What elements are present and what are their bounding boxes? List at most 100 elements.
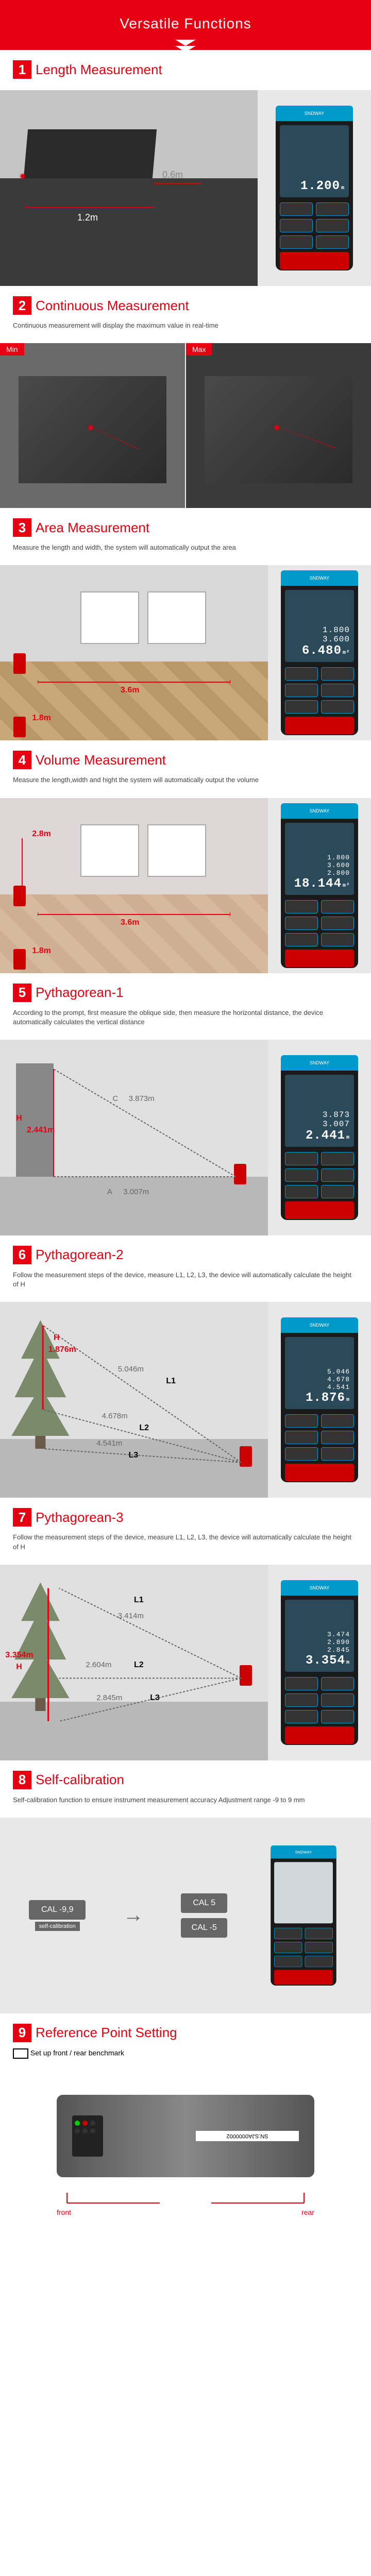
section-number: 5 xyxy=(13,984,31,1002)
pyth3-diagram: 3.354m H L1 3.414m 2.604m L2 2.845m L3 S… xyxy=(0,1565,371,1760)
val-c: 3.873m xyxy=(129,1094,155,1103)
device-mockup: SNDWAY 1.800 3.600 6.480m² xyxy=(281,570,358,735)
dim-depth: 1.8m xyxy=(32,946,50,956)
device-mockup: SNDWAY 3.873 3.007 2.441m xyxy=(281,1055,358,1220)
section-title: 3 Area Measurement xyxy=(13,518,358,537)
section-desc: Continuous measurement will display the … xyxy=(13,321,358,330)
calib-pos: CAL 5 xyxy=(181,1893,227,1913)
label-a: A xyxy=(107,1188,112,1196)
section-title: 5 Pythagorean-1 xyxy=(13,984,358,1002)
pyth1-diagram: H 2.441m C 3.873m A 3.007m SNDWAY 3.873 … xyxy=(0,1040,371,1235)
label-h: H xyxy=(54,1333,60,1343)
label-l1: L1 xyxy=(134,1596,144,1605)
title-text: Volume Measurement xyxy=(36,752,166,768)
section-desc: Measure the length and width, the system… xyxy=(13,543,358,552)
dim-width: 3.6m xyxy=(121,918,139,927)
page-title: Versatile Functions xyxy=(0,15,371,32)
val-l1: 5.046m xyxy=(118,1365,144,1374)
label-l2: L2 xyxy=(134,1660,144,1670)
rear-label: rear xyxy=(301,2208,314,2216)
dim-height: 2.8m xyxy=(32,829,50,839)
section-number: 2 xyxy=(13,296,31,315)
max-label: Max xyxy=(186,343,212,355)
calib-label: self-calibration xyxy=(35,1922,80,1931)
header-banner: Versatile Functions xyxy=(0,0,371,50)
section-title: 2 Continuous Measurement xyxy=(13,296,358,315)
calib-range: CAL -9,9 xyxy=(29,1900,86,1920)
title-text: Length Measurement xyxy=(36,62,162,78)
title-text: Pythagorean-1 xyxy=(36,985,124,1001)
section-number: 3 xyxy=(13,518,31,537)
section-pyth2: 6 Pythagorean-2 Follow the measurement s… xyxy=(0,1235,371,1302)
section-desc: Follow the measurement steps of the devi… xyxy=(13,1533,358,1551)
label-h: H xyxy=(16,1663,22,1672)
section-desc: Measure the length,width and hight the s… xyxy=(13,775,358,785)
device-mockup: SNDWAY 3.474 2.890 2.845 3.354m xyxy=(281,1580,358,1745)
val-h: 1.876m xyxy=(48,1345,76,1354)
title-text: Area Measurement xyxy=(36,520,149,536)
val-h: 2.441m xyxy=(27,1126,55,1135)
reference-icon xyxy=(13,2048,28,2059)
section-desc: Self-calibration function to ensure inst… xyxy=(13,1795,358,1805)
label-l3: L3 xyxy=(150,1693,160,1703)
section-title: 1 Length Measurement xyxy=(13,60,358,79)
section-desc: According to the prompt, first measure t… xyxy=(13,1008,358,1027)
front-label: front xyxy=(57,2208,71,2216)
section-number: 6 xyxy=(13,1246,31,1264)
volume-diagram: 2.8m 3.6m 1.8m SNDWAY 1.800 3.600 2.800 … xyxy=(0,798,371,973)
title-text: Pythagorean-2 xyxy=(36,1247,124,1263)
val-l2: 2.604m xyxy=(86,1660,111,1669)
val-a: 3.007m xyxy=(123,1188,149,1196)
val-l2: 4.678m xyxy=(102,1412,128,1420)
section-reference: 9 Reference Point Setting Set up front /… xyxy=(0,2013,371,2074)
section-title: 4 Volume Measurement xyxy=(13,751,358,769)
section-desc: Follow the measurement steps of the devi… xyxy=(13,1270,358,1289)
section-pyth1: 5 Pythagorean-1 According to the prompt,… xyxy=(0,973,371,1040)
val-l3: 2.845m xyxy=(96,1693,122,1702)
section-number: 8 xyxy=(13,1771,31,1789)
label-h: H xyxy=(16,1114,22,1123)
section-title: 9 Reference Point Setting xyxy=(13,2024,358,2042)
dim-width: 3.6m xyxy=(121,686,139,695)
device-mockup: SNDWAY 1.200m xyxy=(276,106,353,270)
label-c: C xyxy=(112,1094,118,1103)
calib-neg: CAL -5 xyxy=(181,1918,227,1938)
section-area: 3 Area Measurement Measure the length an… xyxy=(0,508,371,565)
area-diagram: 3.6m 1.8m SNDWAY 1.800 3.600 6.480m² xyxy=(0,565,371,740)
device-mockup: SNDWAY 5.046 4.678 4.541 1.876m xyxy=(281,1317,358,1482)
device-screen: 1.200m xyxy=(280,125,349,197)
val-h: 3.354m xyxy=(5,1651,33,1660)
section-title: 8 Self-calibration xyxy=(13,1771,358,1789)
device-brand: SNDWAY xyxy=(276,106,353,121)
label-l1: L1 xyxy=(166,1377,176,1386)
arrow-right-icon: → xyxy=(123,1904,144,1927)
section-volume: 4 Volume Measurement Measure the length,… xyxy=(0,740,371,798)
section-title: 6 Pythagorean-2 xyxy=(13,1246,358,1264)
device-mockup: SNDWAY 1.800 3.600 2.800 18.144m³ xyxy=(281,803,358,968)
section-title: 7 Pythagorean-3 xyxy=(13,1508,358,1527)
device-top-view: SN:SJA0000002 xyxy=(57,2095,314,2177)
title-text: Self-calibration xyxy=(36,1772,124,1788)
section-calibration: 8 Self-calibration Self-calibration func… xyxy=(0,1760,371,1818)
serial-number: SN:SJA0000002 xyxy=(196,2131,299,2141)
section-length: 1 Length Measurement xyxy=(0,50,371,90)
title-text: Continuous Measurement xyxy=(36,298,189,314)
label-l3: L3 xyxy=(129,1451,139,1460)
title-text: Pythagorean-3 xyxy=(36,1510,124,1526)
title-text: Reference Point Setting xyxy=(36,2025,177,2041)
ref-desc: Set up front / rear benchmark xyxy=(13,2048,358,2059)
section-continuous: 2 Continuous Measurement Continuous meas… xyxy=(0,286,371,343)
dimension-2: 0.6m xyxy=(162,170,183,180)
val-l3: 4.541m xyxy=(96,1439,122,1448)
dim-depth: 1.8m xyxy=(32,714,50,723)
val-l1: 3.414m xyxy=(118,1612,144,1620)
section-number: 9 xyxy=(13,2024,31,2042)
device-mockup: SNDWAY xyxy=(271,1845,336,1986)
pyth2-diagram: H 1.876m 5.046m L1 4.678m L2 4.541m L3 S… xyxy=(0,1302,371,1498)
section-number: 4 xyxy=(13,751,31,769)
min-label: Min xyxy=(0,343,24,355)
continuous-diagram: Min Max xyxy=(0,343,371,508)
section-number: 1 xyxy=(13,60,31,79)
label-l2: L2 xyxy=(139,1423,149,1433)
calibration-diagram: CAL -9,9 self-calibration → CAL 5 CAL -5… xyxy=(0,1818,371,2013)
